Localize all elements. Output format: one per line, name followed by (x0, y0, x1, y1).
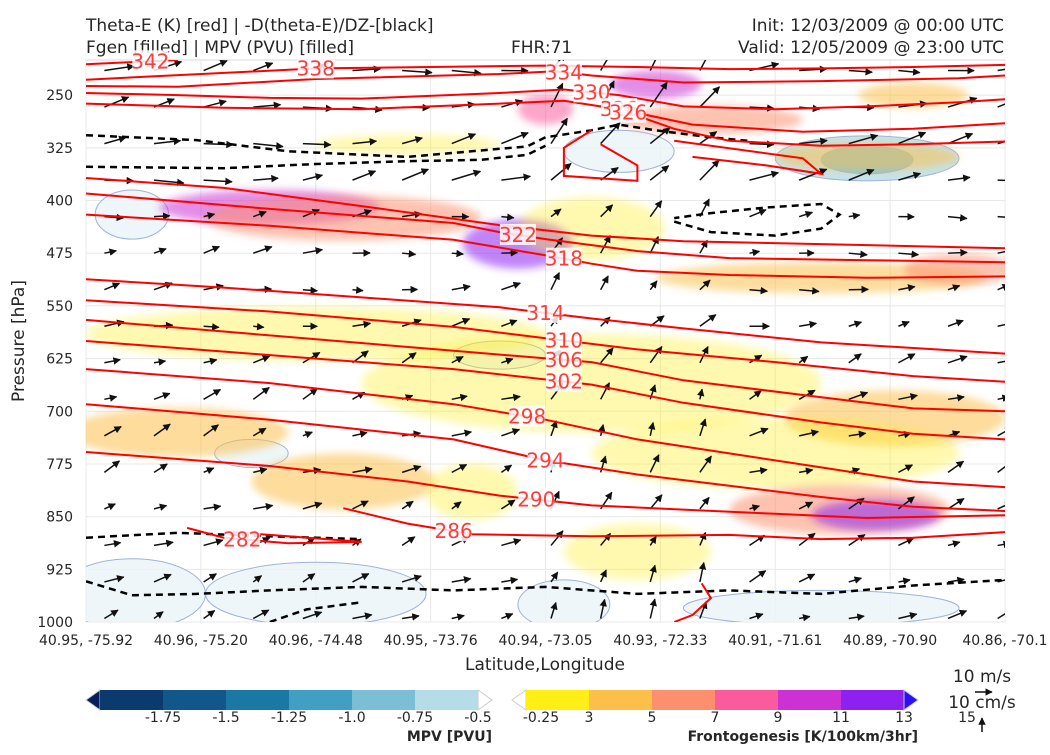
fgen-blob (68, 408, 289, 457)
colorbar-swatch (778, 690, 842, 710)
wind-vector (948, 252, 967, 253)
x-tick-label: 40.89, -70.90 (843, 633, 937, 649)
wind-vector (253, 326, 263, 327)
fgen-blob (775, 143, 959, 171)
fgen-blob (812, 500, 941, 531)
x-axis-label: Latitude,Longitude (465, 655, 625, 675)
vector-key-vertical: 10 cm/s (948, 693, 1016, 713)
theta-e-label: 294 (526, 448, 564, 472)
title-left-line2: Fgen [filled] | MPV (PVU) [filled] (86, 38, 354, 58)
x-tick-label: 40.94, -73.05 (498, 633, 592, 649)
theta-e-label: 306 (545, 348, 583, 372)
fgen-blob (205, 196, 481, 241)
x-axis-ticks: 40.95, -75.92 40.96, -75.20 40.96, -74.48 4… (39, 633, 1048, 649)
colorbar-extend-right (478, 690, 492, 710)
colorbar-swatch (163, 690, 227, 710)
colorbar-swatch (715, 690, 779, 710)
colorbar-tick-label: 13 (895, 710, 913, 726)
y-tick-label: 550 (46, 299, 73, 315)
vector-key-horizontal: 10 m/s (953, 667, 1011, 687)
x-tick-label: 40.93, -72.33 (613, 633, 707, 649)
wind-vector (353, 290, 363, 291)
theta-e-label: 314 (526, 301, 564, 325)
colorbar-tick-label: -1.0 (338, 710, 365, 726)
wind-vector (998, 180, 1024, 181)
theta-e-label: 290 (517, 487, 555, 511)
y-tick-label: 250 (46, 88, 73, 104)
y-axis-label: Pressure [hPa] (9, 280, 29, 402)
colorbar-tick-label: -0.75 (397, 710, 433, 726)
fgen-blob (518, 94, 573, 125)
fgen-colorbar-label: Frontogenesis [K/100km/3hr] (688, 729, 918, 745)
colorbar-extend-left (86, 690, 100, 710)
colorbar-swatch (589, 690, 653, 710)
theta-e-label: 302 (545, 369, 583, 393)
mpv-colorbar: -1.75 -1.5 -1.25 -1.0 -0.75 -0.5 -0.25 (86, 690, 559, 726)
colorbar-swatch (352, 690, 416, 710)
forecast-hour: FHR:71 (511, 38, 572, 58)
title-left-line1: Theta-E (K) [red] | -D(theta-E)/DZ-[blac… (85, 16, 434, 36)
init-time: Init: 12/03/2009 @ 00:00 UTC (752, 16, 1004, 36)
colorbar-tick-label: -1.5 (212, 710, 239, 726)
y-tick-label: 850 (46, 510, 73, 526)
y-tick-label: 700 (46, 404, 73, 420)
fgen-blob (564, 524, 711, 580)
theta-e-label: 322 (499, 223, 537, 247)
colorbar-swatch (100, 690, 164, 710)
x-tick-label: 40.96, -75.20 (154, 633, 248, 649)
colorbar-tick-label: 11 (832, 710, 850, 726)
colorbar-swatch (415, 690, 479, 710)
y-tick-label: 625 (46, 352, 73, 368)
theta-e-label: 286 (435, 519, 473, 543)
wind-vector (154, 216, 170, 217)
x-tick-label: 40.95, -73.76 (384, 633, 478, 649)
colorbar-tick-label: 7 (711, 710, 720, 726)
wind-vector (204, 326, 219, 327)
y-axis-ticks: 250 325 400 475 550 625 700 775 850 925 1000 (37, 88, 73, 631)
x-tick-label: 40.86, -70.1 (962, 633, 1047, 649)
theta-e-label: 298 (508, 405, 546, 429)
colorbar-tick-label: -1.25 (271, 710, 307, 726)
colorbar-tick-label: -0.5 (464, 710, 491, 726)
colorbar-tick-label: -1.75 (145, 710, 181, 726)
colorbar-swatch (652, 690, 716, 710)
fgen-blob (904, 254, 1014, 285)
theta-e-label: 338 (297, 56, 335, 80)
theta-e-label: 282 (223, 527, 261, 551)
y-tick-label: 400 (46, 194, 73, 210)
colorbar-tick-label: -0.25 (523, 710, 559, 726)
wind-vector (452, 253, 463, 254)
mpv-blob (683, 590, 959, 625)
y-tick-label: 1000 (37, 615, 73, 631)
colorbar-tick-label: 5 (648, 710, 657, 726)
x-tick-label: 40.96, -74.48 (269, 633, 363, 649)
mpv-colorbar-label: MPV [PVU] (407, 729, 492, 745)
y-tick-label: 475 (46, 246, 73, 262)
theta-e-label: 318 (545, 247, 583, 271)
y-tick-label: 925 (46, 562, 73, 578)
x-tick-label: 40.95, -75.92 (39, 633, 133, 649)
x-tick-label: 40.91, -71.61 (728, 633, 822, 649)
fgen-blob (610, 71, 702, 99)
colorbar-swatch (841, 690, 905, 710)
colorbar-extend-left (512, 690, 526, 710)
valid-time: Valid: 12/05/2009 @ 23:00 UTC (738, 38, 1004, 58)
colorbar-swatch (226, 690, 290, 710)
colorbar-tick-label: 3 (585, 710, 594, 726)
fgen-blob (591, 418, 959, 488)
colorbar-swatch (289, 690, 353, 710)
colorbar-swatch (526, 690, 590, 710)
theta-e-label: 342 (131, 49, 169, 73)
colorbar-extend-right (904, 690, 918, 710)
colorbar-tick-label: 9 (774, 710, 783, 726)
y-tick-label: 325 (46, 141, 73, 157)
y-tick-label: 775 (46, 457, 73, 473)
theta-e-label: 326 (609, 101, 647, 125)
wind-vector (501, 253, 517, 254)
mpv-blob (205, 562, 426, 625)
